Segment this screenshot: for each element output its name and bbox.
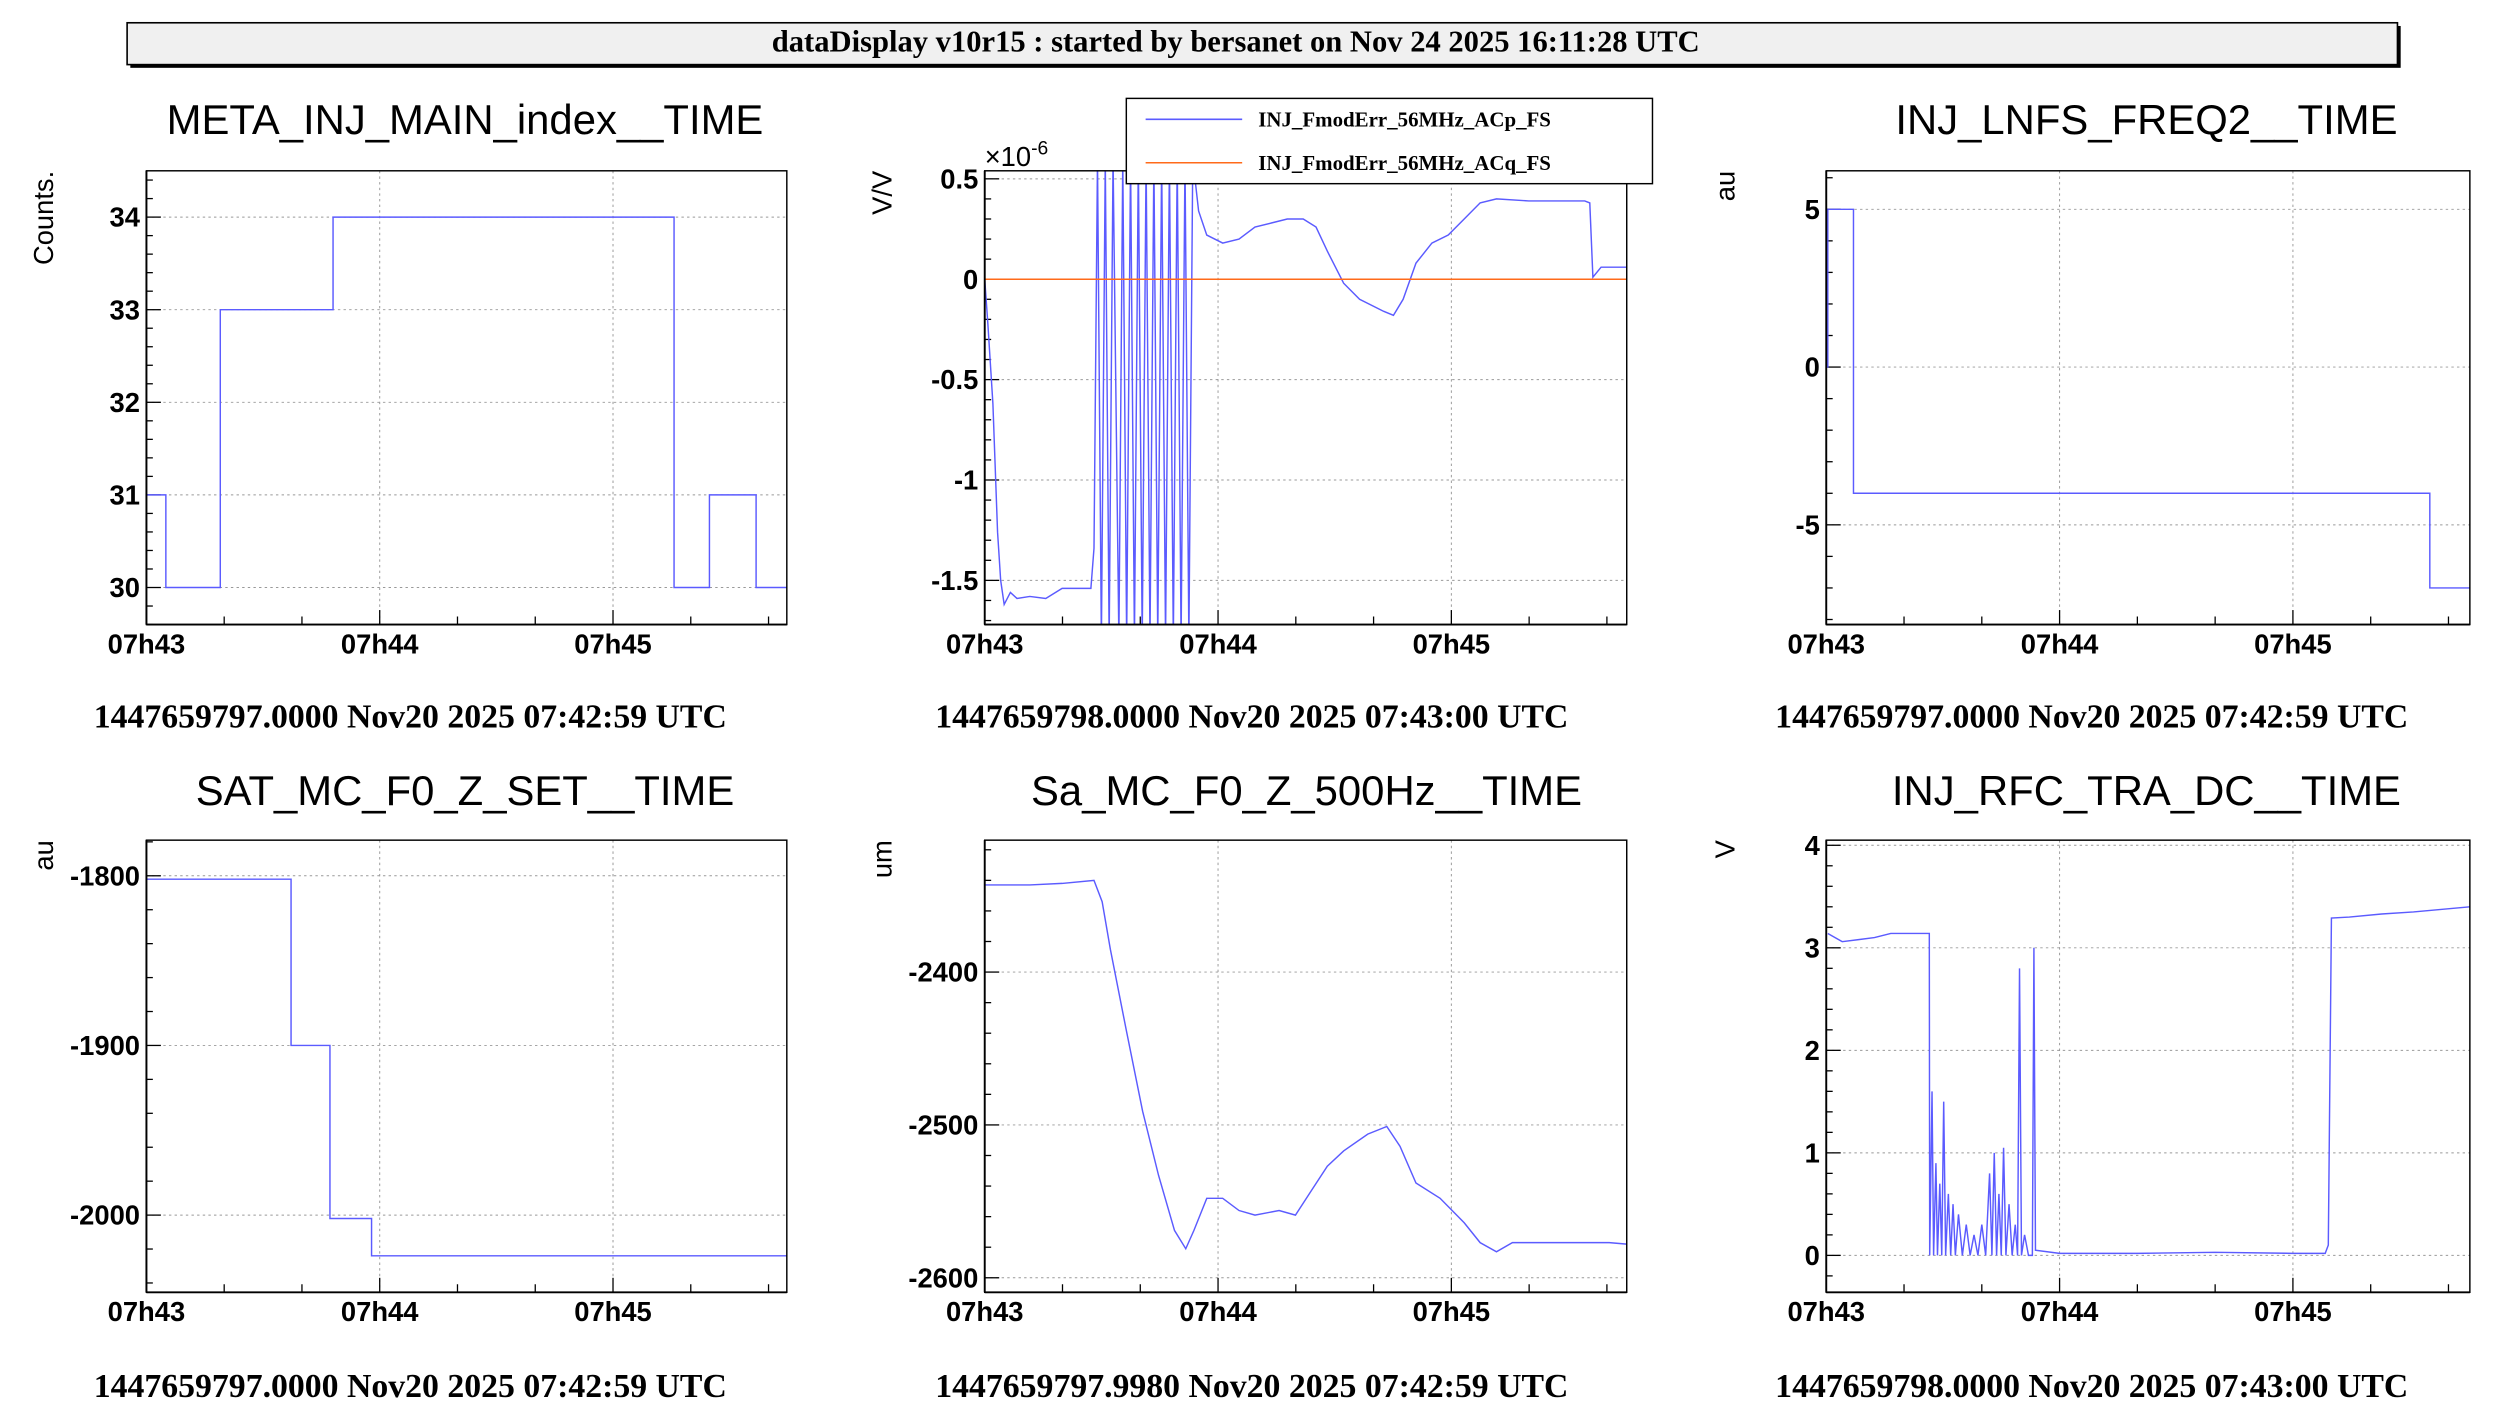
legend-box	[1125, 97, 1654, 185]
plot-frame	[1825, 839, 2471, 1294]
plot-frame	[1825, 170, 2471, 626]
x-tick-label: 07h43	[108, 629, 186, 660]
plot-frame	[984, 839, 1628, 1294]
plot-frame	[145, 170, 788, 626]
y-tick-label: 3	[1805, 932, 1820, 963]
chart-footer-timestamp: 1447659798.0000 Nov20 2025 07:43:00 UTC	[1775, 1368, 2408, 1405]
x-tick-label: 07h43	[946, 1296, 1024, 1327]
series-line-SAT_MC_F0_Z_SET	[146, 878, 787, 1257]
header-box	[126, 21, 2399, 66]
chart-title: META_INJ_MAIN_index__TIME	[167, 96, 764, 143]
y-tick-label: 33	[110, 294, 140, 325]
chart-footer-timestamp: 1447659797.9980 Nov20 2025 07:42:59 UTC	[935, 1368, 1568, 1405]
y-tick-label: 0.5	[940, 163, 978, 194]
legend-label: INJ_FmodErr_56MHz_ACq_FS	[1258, 151, 1551, 175]
chart-panel-4: -1800 -1900 -2000 07h43 07h44 07h45 SAT_MC_F0_…	[28, 767, 788, 1405]
chart-legend: INJ_FmodErr_56MHz_ACp_FS INJ_FmodErr_56MH…	[1125, 97, 1654, 185]
x-tick-label: 07h44	[341, 629, 419, 660]
plot-frame	[984, 170, 1628, 626]
header-banner: dataDisplay v10r15 : started by bersanet…	[126, 21, 2401, 68]
chart-footer-timestamp: 1447659797.0000 Nov20 2025 07:42:59 UTC	[1775, 699, 2408, 736]
y-tick-label: 34	[110, 202, 141, 233]
chart-footer-timestamp: 1447659797.0000 Nov20 2025 07:42:59 UTC	[94, 1368, 727, 1405]
x-tick-label: 07h44	[1179, 1296, 1257, 1327]
plot-frame	[145, 839, 788, 1294]
x-tick-label: 07h45	[2254, 1296, 2332, 1327]
y-tick-label: -1800	[70, 860, 140, 891]
y-tick-label: -5	[1795, 509, 1819, 540]
series-line-Sa_MC_F0_Z_500Hz	[984, 879, 1627, 1253]
x-tick-label: 07h44	[2021, 629, 2099, 660]
y-tick-label: 0	[963, 264, 978, 295]
x-tick-label: 07h45	[574, 629, 652, 660]
x-tick-label: 07h45	[574, 1296, 652, 1327]
y-tick-label: -2400	[908, 957, 978, 988]
x-tick-label: 07h45	[2254, 629, 2332, 660]
y-tick-label: -1900	[70, 1030, 140, 1061]
x-tick-label: 07h43	[108, 1296, 186, 1327]
y-tick-label: 4	[1805, 830, 1821, 861]
x-tick-label: 07h45	[1413, 629, 1491, 660]
x-tick-label: 07h45	[1413, 1296, 1491, 1327]
y-axis-exponent: ×10-6	[985, 139, 1049, 172]
y-tick-label: -2500	[908, 1110, 978, 1141]
chart-panel-1: 30 31 32 33 34 07h43 07h44 07h45 META_INJ_MAIN_i…	[28, 96, 788, 736]
x-tick-label: 07h43	[1787, 1296, 1865, 1327]
y-axis-label: um	[866, 840, 897, 878]
y-tick-label: -2600	[908, 1262, 978, 1293]
y-tick-label: -2000	[70, 1200, 140, 1231]
y-tick-label: -1.5	[931, 565, 978, 596]
y-tick-label: 32	[110, 387, 140, 418]
y-tick-label: 1	[1805, 1138, 1820, 1169]
y-tick-label: -1	[954, 465, 978, 496]
y-axis-label: V	[1710, 839, 1741, 858]
header-text: dataDisplay v10r15 : started by bersanet…	[772, 25, 1700, 59]
chart-title: INJ_LNFS_FREQ2__TIME	[1895, 96, 2397, 143]
chart-footer-timestamp: 1447659798.0000 Nov20 2025 07:43:00 UTC	[935, 699, 1568, 736]
chart-title: INJ_RFC_TRA_DC__TIME	[1892, 767, 2401, 814]
x-tick-label: 07h44	[1179, 629, 1257, 660]
y-tick-label: -0.5	[931, 364, 978, 395]
y-axis-label: Counts.	[28, 171, 59, 265]
series-line-INJ_FmodErr_56MHz_ACp_FS	[984, 170, 1627, 625]
y-tick-label: 2	[1805, 1035, 1820, 1066]
y-tick-label: 5	[1805, 194, 1820, 225]
chart-title: Sa_MC_F0_Z_500Hz__TIME	[1031, 767, 1582, 814]
x-tick-label: 07h44	[2021, 1296, 2099, 1327]
chart-footer-timestamp: 1447659797.0000 Nov20 2025 07:42:59 UTC	[94, 699, 727, 736]
y-tick-label: 0	[1805, 1240, 1820, 1271]
series-line-META_INJ_MAIN_index	[146, 216, 787, 589]
chart-panel-3: 5 0 -5 07h43 07h44 07h45 INJ_LNFS_FREQ2__TIMEa…	[1710, 96, 2471, 736]
legend-label: INJ_FmodErr_56MHz_ACp_FS	[1258, 108, 1551, 132]
x-tick-label: 07h43	[946, 629, 1024, 660]
x-tick-label: 07h43	[1787, 629, 1865, 660]
y-tick-label: 31	[110, 480, 140, 511]
series-line-INJ_LNFS_FREQ2	[1826, 208, 2470, 589]
chart-panel-2: 0.5 0 -0.5 -1 -1.5 07h43 07h44 07h45 V/V ×10-6 144…	[866, 97, 1654, 736]
x-tick-label: 07h44	[341, 1296, 419, 1327]
chart-panel-6: 4 3 2 1 0 07h43 07h44 07h45 INJ_RFC_TRA_DC__TIME…	[1710, 767, 2471, 1405]
y-tick-label: 30	[110, 572, 140, 603]
chart-title: SAT_MC_F0_Z_SET__TIME	[196, 767, 734, 814]
exponent-power: -6	[1031, 139, 1048, 160]
y-axis-label: au	[1710, 171, 1741, 201]
series-line-INJ_RFC_TRA_DC	[1827, 906, 2470, 1257]
y-axis-label: V/V	[866, 170, 897, 215]
y-axis-label: au	[28, 840, 59, 870]
y-tick-label: 0	[1805, 352, 1820, 383]
